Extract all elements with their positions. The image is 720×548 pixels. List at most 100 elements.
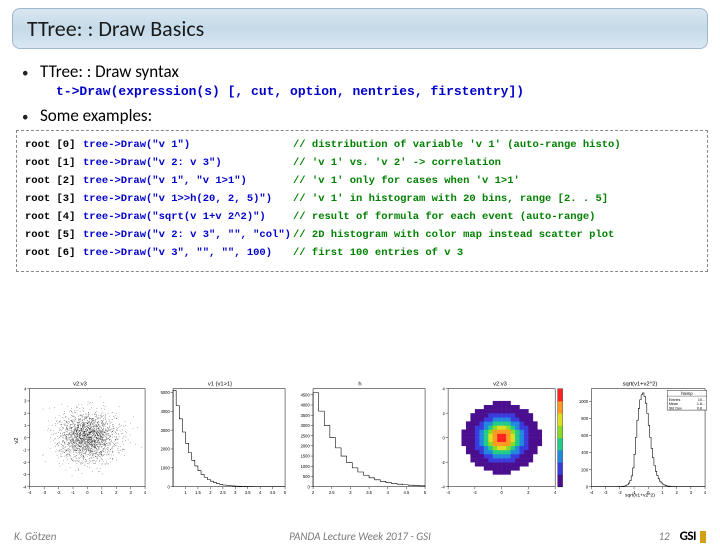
svg-text:htemp: htemp: [681, 391, 693, 396]
svg-text:-2: -2: [473, 490, 477, 495]
svg-text:0: 0: [167, 484, 170, 489]
svg-text:1000: 1000: [301, 464, 311, 469]
svg-text:4500: 4500: [301, 392, 311, 397]
svg-text:3: 3: [129, 490, 132, 495]
svg-text:h: h: [358, 381, 361, 387]
svg-text:2500: 2500: [301, 433, 311, 438]
svg-text:-4: -4: [590, 490, 594, 495]
svg-text:2000: 2000: [161, 447, 171, 452]
svg-text:600: 600: [581, 433, 589, 438]
svg-text:3: 3: [234, 490, 237, 495]
svg-text:2: 2: [115, 490, 118, 495]
svg-text:4: 4: [24, 386, 27, 391]
syntax-code: t->Draw(expression(s) [, cut, option, ne…: [56, 84, 698, 99]
svg-text:4: 4: [554, 490, 557, 495]
slide-title: TTree: : Draw Basics: [27, 15, 693, 42]
svg-text:2.5: 2.5: [329, 490, 335, 495]
svg-text:Std Dev: Std Dev: [669, 406, 682, 410]
svg-text:0: 0: [24, 435, 27, 440]
svg-text:3: 3: [24, 399, 27, 404]
content-area: • TTree: : Draw syntax t->Draw(expressio…: [0, 49, 720, 126]
svg-text:1: 1: [24, 423, 27, 428]
svg-text:4: 4: [144, 490, 147, 495]
svg-text:0.8...: 0.8...: [697, 406, 705, 410]
svg-text:4: 4: [387, 490, 390, 495]
gsi-logo: GSI: [680, 529, 706, 544]
bullet-examples: • Some examples:: [22, 105, 698, 126]
svg-text:v2: v2: [14, 438, 20, 444]
svg-text:3000: 3000: [161, 428, 171, 433]
svg-text:5: 5: [424, 490, 427, 495]
example-row: root [5]tree->Draw("v 2: v 3", "", "col"…: [25, 229, 699, 241]
bullet-text: TTree: : Draw syntax: [40, 61, 179, 82]
svg-text:2: 2: [527, 490, 530, 495]
svg-text:1000: 1000: [579, 399, 589, 404]
example-row: root [0]tree->Draw("v 1")// distribution…: [25, 139, 699, 151]
svg-text:2.5: 2.5: [220, 490, 226, 495]
svg-text:0: 0: [443, 435, 446, 440]
svg-text:v1 {v1>1}: v1 {v1>1}: [208, 381, 232, 387]
svg-text:200: 200: [581, 467, 589, 472]
svg-text:-4: -4: [28, 490, 32, 495]
svg-text:2: 2: [24, 411, 27, 416]
example-row: root [4]tree->Draw("sqrt(v 1+v 2^2)")// …: [25, 211, 699, 223]
svg-text:-3: -3: [604, 490, 608, 495]
svg-text:-4: -4: [23, 484, 27, 489]
svg-text:v2:v3: v2:v3: [73, 381, 87, 387]
svg-text:0: 0: [586, 484, 589, 489]
svg-text:2: 2: [443, 411, 446, 416]
bullet-dot: •: [22, 66, 40, 81]
svg-text:3: 3: [349, 490, 352, 495]
example-row: root [6]tree->Draw("v 3", "", "", 100) /…: [25, 247, 699, 259]
svg-text:-3: -3: [23, 472, 27, 477]
svg-text:3: 3: [690, 490, 693, 495]
svg-text:4: 4: [259, 490, 262, 495]
svg-text:-3: -3: [42, 490, 46, 495]
svg-text:sqrt(v1+v2^2): sqrt(v1+v2^2): [625, 493, 655, 499]
svg-text:500: 500: [303, 474, 311, 479]
svg-text:-2: -2: [441, 460, 445, 465]
svg-text:5000: 5000: [161, 390, 171, 395]
svg-text:sqrt(v1+v2^2): sqrt(v1+v2^2): [623, 381, 658, 387]
svg-text:4000: 4000: [301, 403, 311, 408]
svg-text:1: 1: [661, 490, 664, 495]
slide-footer: K. Götzen PANDA Lecture Week 2017 - GSI …: [0, 529, 720, 544]
svg-text:3000: 3000: [301, 423, 311, 428]
example-row: root [1]tree->Draw("v 2: v 3")// 'v 1' v…: [25, 157, 699, 169]
footer-event: PANDA Lecture Week 2017 - GSI: [289, 530, 431, 543]
bullet-syntax: • TTree: : Draw syntax: [22, 61, 698, 82]
svg-text:2: 2: [312, 490, 315, 495]
bullet-dot: •: [22, 110, 40, 125]
svg-text:1000: 1000: [161, 465, 171, 470]
svg-text:2: 2: [209, 490, 212, 495]
svg-text:4: 4: [443, 386, 446, 391]
svg-text:800: 800: [581, 416, 589, 421]
example-row: root [2]tree->Draw("v 1", "v 1>1")// 'v …: [25, 175, 699, 187]
svg-text:v2:v3: v2:v3: [493, 381, 507, 387]
svg-text:-1: -1: [71, 490, 75, 495]
svg-text:4.5: 4.5: [270, 490, 276, 495]
svg-text:1.5: 1.5: [195, 490, 201, 495]
svg-text:3500: 3500: [301, 413, 311, 418]
plot-scatter: -4-3-2-101234-4-3-2-101234v2:v3v2: [10, 366, 150, 511]
svg-text:3.5: 3.5: [245, 490, 251, 495]
footer-page: 12: [658, 530, 669, 543]
svg-text:3.5: 3.5: [366, 490, 372, 495]
svg-text:0: 0: [500, 490, 503, 495]
svg-text:4000: 4000: [161, 409, 171, 414]
bullet-text: Some examples:: [40, 105, 152, 126]
svg-text:-2: -2: [618, 490, 622, 495]
svg-text:-4: -4: [446, 490, 450, 495]
svg-text:2000: 2000: [301, 443, 311, 448]
svg-text:0: 0: [86, 490, 89, 495]
svg-text:1: 1: [184, 490, 187, 495]
svg-text:-4: -4: [441, 484, 445, 489]
svg-text:-2: -2: [23, 460, 27, 465]
examples-code-box: root [0]tree->Draw("v 1")// distribution…: [16, 130, 708, 272]
svg-text:5: 5: [284, 490, 287, 495]
svg-text:-2: -2: [57, 490, 61, 495]
footer-author: K. Götzen: [14, 530, 56, 543]
plot-colz: -4 -2 0 2 4 -4 -2 0 2 4 v2:v3: [430, 366, 570, 511]
slide-title-bar: TTree: : Draw Basics: [12, 8, 708, 49]
plots-row: -4-3-2-101234-4-3-2-101234v2:v3v2 11.522…: [0, 366, 720, 516]
